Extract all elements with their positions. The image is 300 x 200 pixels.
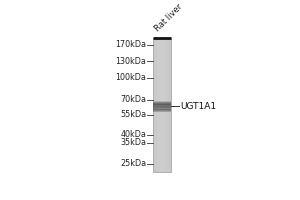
Bar (167, 38, 168, 172)
Text: 55kDa: 55kDa (120, 110, 146, 119)
Text: 25kDa: 25kDa (120, 159, 146, 168)
Bar (162, 38, 163, 172)
Bar (158, 38, 159, 172)
Bar (169, 38, 170, 172)
Text: 35kDa: 35kDa (120, 138, 146, 147)
Bar (153, 101, 171, 102)
Text: 100kDa: 100kDa (115, 73, 146, 82)
Text: 130kDa: 130kDa (115, 57, 146, 66)
Text: 170kDa: 170kDa (115, 40, 146, 49)
Bar (153, 104, 171, 105)
Text: UGT1A1: UGT1A1 (181, 102, 217, 111)
Bar (153, 108, 171, 109)
Bar (165, 38, 166, 172)
Bar (161, 38, 162, 172)
Bar (163, 38, 164, 172)
Bar (153, 102, 171, 103)
Bar (160, 38, 161, 172)
Bar (153, 103, 171, 104)
Bar (157, 38, 158, 172)
Bar (153, 110, 171, 111)
Bar (156, 38, 157, 172)
Bar (153, 111, 171, 112)
Bar (153, 106, 171, 107)
Bar (153, 104, 171, 105)
Bar (168, 38, 169, 172)
Bar (159, 38, 160, 172)
Text: 40kDa: 40kDa (120, 130, 146, 139)
Bar (153, 107, 171, 108)
Bar (166, 38, 167, 172)
Bar (153, 109, 171, 110)
Bar (154, 38, 155, 172)
Bar (170, 38, 171, 172)
Bar (153, 105, 171, 106)
Bar (153, 38, 171, 172)
Text: Rat liver: Rat liver (153, 2, 184, 33)
Bar (164, 38, 165, 172)
Bar (153, 102, 171, 103)
Bar (153, 111, 171, 112)
Text: 70kDa: 70kDa (120, 95, 146, 104)
Bar (153, 103, 171, 104)
Bar (153, 38, 154, 172)
Bar (153, 110, 171, 111)
Bar (155, 38, 156, 172)
Bar (153, 109, 171, 110)
